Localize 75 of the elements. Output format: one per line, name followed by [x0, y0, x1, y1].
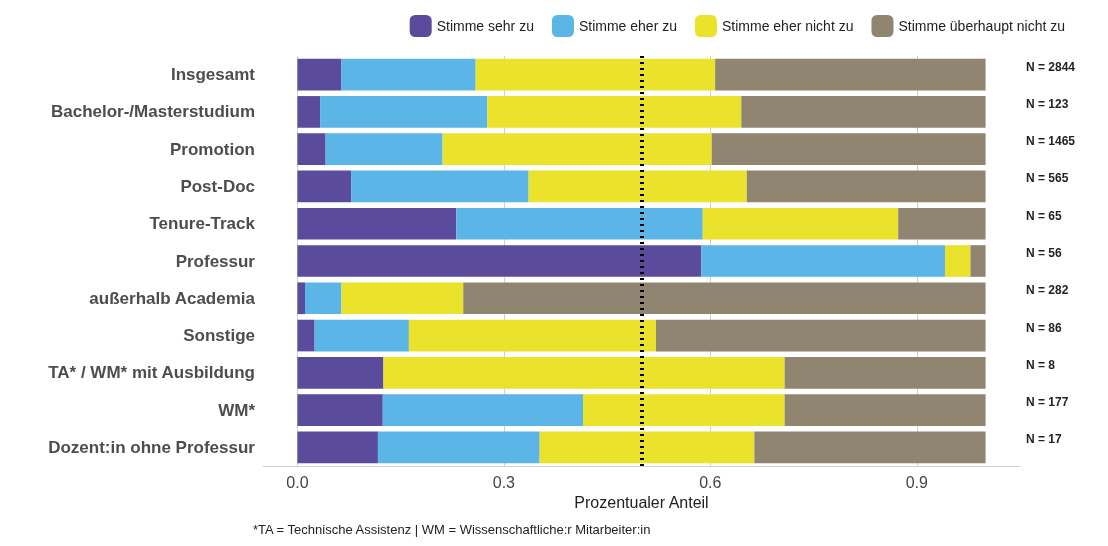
legend-label: Stimme überhaupt nicht zu: [898, 18, 1065, 34]
y-tick-label: Professur: [175, 251, 256, 271]
y-tick-label: Insgesamt: [170, 65, 256, 85]
bar: [341, 282, 464, 315]
bar: [784, 394, 986, 426]
bar: [297, 319, 315, 352]
text: N = 177: [1026, 395, 1069, 410]
x-axis-title: Prozentualer Anteil: [574, 494, 709, 512]
bar: [383, 356, 785, 389]
bar: [341, 58, 476, 91]
bar: [463, 282, 986, 315]
y-tick-label: außerhalb Academia: [89, 288, 256, 308]
y-tick-label: Post-Doc: [180, 176, 255, 196]
bar: [297, 96, 321, 128]
bar: [741, 96, 986, 128]
bar: [487, 96, 742, 128]
bar: [711, 133, 986, 166]
bar: [297, 282, 305, 315]
bar: [297, 356, 384, 389]
legend-label: Stimme eher zu: [578, 18, 677, 34]
bar: [702, 207, 899, 240]
text: N = 56: [1026, 246, 1063, 260]
text: *TA = Technische Assistenz | WM = Wissenschaftliche:r Mitarbeiter:in: [253, 522, 651, 537]
text: N = 2844: [1026, 59, 1076, 74]
bar: [297, 170, 352, 203]
y-tick-label: Sonstige: [183, 326, 255, 346]
text: N = 565: [1026, 171, 1069, 186]
bar: [442, 133, 712, 166]
bar: [528, 170, 747, 203]
bar: [297, 133, 326, 166]
x-tick-label: 0.9: [905, 473, 928, 491]
text: N = 17: [1026, 432, 1063, 447]
bar: [784, 356, 986, 389]
bar: [539, 431, 755, 464]
bar: [754, 431, 986, 464]
bar: [456, 207, 703, 240]
bar: [746, 170, 986, 203]
bar: [297, 431, 378, 464]
bar: [320, 96, 488, 128]
text: N = 123: [1026, 96, 1069, 111]
y-tick-label: Promotion: [170, 139, 255, 159]
y-tick-label: Tenure-Track: [149, 214, 256, 234]
bar: [351, 170, 529, 203]
text: N = 1465: [1026, 134, 1076, 149]
y-tick-label: WM*: [218, 400, 256, 420]
bar: [297, 58, 342, 91]
bar: [304, 282, 342, 315]
y-tick-label: TA* / WM* mit Ausbildung: [48, 363, 255, 383]
bar: [970, 245, 986, 277]
bar: [297, 245, 702, 277]
legend-label: Stimme sehr zu: [436, 18, 534, 34]
bar: [408, 319, 656, 352]
text: N = 65: [1026, 208, 1063, 223]
bar: [944, 245, 971, 277]
bar: [382, 394, 583, 426]
text: N = 282: [1026, 283, 1069, 298]
x-tick-label: 0.0: [286, 473, 309, 491]
text: N = 8: [1026, 357, 1056, 372]
bar: [583, 394, 785, 426]
bar: [377, 431, 540, 464]
bar: [314, 319, 409, 352]
bar: [475, 58, 716, 91]
bar: [325, 133, 443, 166]
bar: [715, 58, 986, 91]
y-tick-label: Dozent:in ohne Professur: [48, 437, 256, 457]
bar: [297, 207, 457, 240]
x-tick-label: 0.3: [492, 473, 516, 491]
bar: [701, 245, 945, 277]
legend-label: Stimme eher nicht zu: [721, 18, 854, 34]
y-tick-label: Bachelor-/Masterstudium: [50, 102, 255, 122]
bar: [655, 319, 986, 352]
bar: [297, 394, 383, 426]
bar: [898, 207, 986, 240]
x-tick-label: 0.6: [699, 473, 722, 491]
text: N = 86: [1026, 320, 1063, 335]
